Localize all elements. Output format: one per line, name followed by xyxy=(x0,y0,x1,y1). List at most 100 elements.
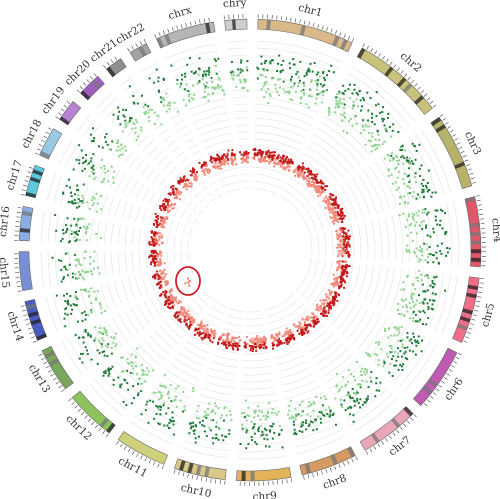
outer-point xyxy=(140,129,143,132)
outer-point xyxy=(403,202,406,205)
inner-point xyxy=(159,260,162,263)
inner-point xyxy=(337,249,340,252)
highlight-point xyxy=(188,284,191,287)
grid-ring xyxy=(370,265,382,304)
outer-point xyxy=(287,413,290,416)
cytoband xyxy=(195,464,202,476)
outer-point xyxy=(299,97,302,100)
inner-point xyxy=(187,327,190,330)
outer-point xyxy=(352,392,355,395)
inner-point xyxy=(186,184,189,187)
outer-point xyxy=(336,101,339,104)
inner-point xyxy=(270,151,273,154)
outer-point xyxy=(323,414,326,417)
cytoband xyxy=(36,333,47,341)
grid-ring xyxy=(286,183,311,204)
inner-point xyxy=(226,335,229,338)
outer-point xyxy=(403,200,406,203)
highlight-point xyxy=(187,277,190,280)
inner-point xyxy=(162,291,165,294)
inner-point xyxy=(315,322,318,325)
outer-point xyxy=(317,79,320,82)
outer-point xyxy=(181,78,184,81)
outer-point xyxy=(307,405,310,408)
outer-point xyxy=(99,237,102,240)
outer-point xyxy=(215,437,218,440)
inner-point xyxy=(244,344,247,347)
outer-point xyxy=(422,302,425,305)
inner-point xyxy=(154,240,157,243)
inner-point xyxy=(155,237,158,240)
outer-point xyxy=(383,157,386,160)
inner-point xyxy=(280,164,283,167)
grid-ring xyxy=(206,374,236,382)
outer-point xyxy=(77,230,80,233)
inner-point xyxy=(330,291,333,294)
inner-point xyxy=(185,311,188,314)
cytoband xyxy=(106,422,116,434)
outer-point xyxy=(110,336,113,339)
outer-point xyxy=(418,245,421,248)
grid-ring xyxy=(196,119,230,130)
inner-point xyxy=(268,151,271,154)
grid-ring xyxy=(89,219,94,244)
tick xyxy=(317,24,320,29)
outer-point xyxy=(384,327,387,330)
outer-point xyxy=(310,79,313,82)
inner-point xyxy=(285,333,288,336)
grid-ring xyxy=(207,146,234,156)
inner-point xyxy=(336,267,339,270)
outer-point xyxy=(422,290,425,293)
inner-point xyxy=(241,161,244,164)
outer-point xyxy=(257,414,260,417)
tick xyxy=(34,152,39,155)
grid-ring xyxy=(101,97,118,114)
outer-point xyxy=(446,251,449,254)
outer-point xyxy=(192,425,195,428)
outer-point xyxy=(265,414,268,417)
inner-point xyxy=(202,324,205,327)
outer-point xyxy=(427,211,430,214)
outer-point xyxy=(205,413,208,416)
inner-point xyxy=(341,277,344,280)
inner-point xyxy=(220,342,223,345)
outer-point xyxy=(405,304,408,307)
outer-point xyxy=(376,130,379,133)
outer-point xyxy=(107,368,110,371)
inner-point xyxy=(303,331,306,334)
inner-point xyxy=(288,334,291,337)
inner-point xyxy=(155,257,158,260)
outer-point xyxy=(238,79,241,82)
outer-point xyxy=(354,392,357,395)
inner-point xyxy=(153,233,156,236)
outer-point xyxy=(261,430,264,433)
inner-point xyxy=(161,271,164,274)
tick xyxy=(441,380,445,384)
outer-point xyxy=(83,167,86,170)
grid-ring xyxy=(82,218,87,244)
outer-point xyxy=(73,236,76,239)
outer-point xyxy=(66,268,69,271)
inner-point xyxy=(343,251,346,254)
inner-point xyxy=(192,169,195,172)
inner-point xyxy=(217,342,220,345)
inner-point xyxy=(333,218,336,221)
grid-ring xyxy=(216,167,237,175)
tick xyxy=(29,331,34,334)
inner-point xyxy=(319,193,322,196)
outer-point xyxy=(251,439,254,442)
inner-point xyxy=(167,303,170,306)
outer-point xyxy=(397,355,400,358)
outer-point xyxy=(144,103,147,106)
outer-point xyxy=(356,383,359,386)
grid-ring xyxy=(303,152,338,183)
outer-point xyxy=(81,352,84,355)
grid-ring xyxy=(170,363,199,380)
grid-ring xyxy=(238,434,284,439)
inner-point xyxy=(319,191,322,194)
inner-point xyxy=(158,232,161,235)
inner-point xyxy=(152,261,155,264)
outer-point xyxy=(376,146,379,149)
inner-point xyxy=(345,243,348,246)
inner-point xyxy=(321,187,324,190)
